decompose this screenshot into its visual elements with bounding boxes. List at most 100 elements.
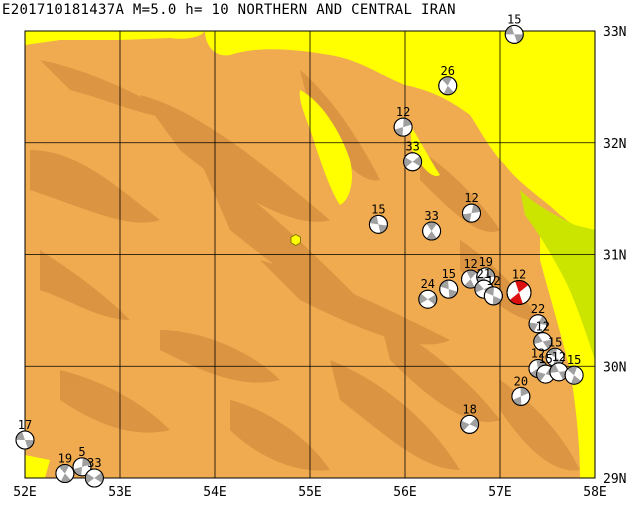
beachball-quadrant xyxy=(474,282,484,293)
event-beachball: 15 xyxy=(504,12,524,44)
event-beachball: 12 xyxy=(549,350,569,382)
beachball-quadrant xyxy=(403,157,413,168)
event-depth-label: 26 xyxy=(441,64,455,78)
event-beachball: 12 xyxy=(462,191,481,223)
event-beachball: 22 xyxy=(528,302,548,334)
beachball-quadrant xyxy=(394,127,404,137)
lat-tick-label: 31N xyxy=(603,249,626,264)
event-depth-label: 15 xyxy=(507,12,521,26)
lat-tick-label: 32N xyxy=(603,137,626,152)
beachball-quadrant xyxy=(441,76,452,86)
beachball-quadrant xyxy=(505,25,515,35)
beachball-quadrant xyxy=(464,279,475,289)
beachball-outline xyxy=(418,289,438,309)
lon-tick-label: 54E xyxy=(203,485,226,500)
beachball-quadrant xyxy=(492,295,502,305)
event-depth-label: 19 xyxy=(479,255,493,269)
beachball-quadrant xyxy=(536,371,546,382)
event-beachball: 33 xyxy=(403,140,423,172)
beachball-quadrant xyxy=(443,85,454,95)
beachball-quadrant xyxy=(462,213,472,222)
event-depth-label: 12 xyxy=(536,320,550,334)
beachball-quadrant xyxy=(369,215,379,225)
event-depth-label: 22 xyxy=(531,302,545,316)
event-beachball: 20 xyxy=(511,374,531,406)
event-depth-label: 12 xyxy=(486,274,500,288)
beachball-quadrant xyxy=(571,375,581,385)
beachball-outline xyxy=(422,221,442,241)
beachball-quadrant xyxy=(94,472,104,483)
event-depth-label: 12 xyxy=(512,267,526,281)
event-beachball: 5 xyxy=(72,445,92,477)
beachball-outline xyxy=(528,314,548,334)
beachball-quadrant xyxy=(533,334,543,344)
event-depth-label: 12 xyxy=(396,105,410,119)
beachball-quadrant xyxy=(427,294,437,305)
beachball-outline xyxy=(462,203,481,223)
lon-tick-label: 55E xyxy=(298,485,321,500)
lon-tick-label: 57E xyxy=(488,485,511,500)
beachball-quadrant xyxy=(378,224,388,234)
lat-tick-label: 30N xyxy=(603,360,626,375)
event-depth-label: 19 xyxy=(58,452,72,466)
beachball-quadrant xyxy=(25,440,34,449)
beachball-quadrant xyxy=(440,280,449,290)
beachball-quadrant xyxy=(509,292,523,305)
beachball-quadrant xyxy=(60,473,71,483)
beachball-quadrant xyxy=(515,280,529,293)
beachball-outline xyxy=(84,468,104,488)
main-event-beachball: 12 xyxy=(506,267,532,305)
event-beachball: 12 xyxy=(461,257,481,289)
event-beachball: 12 xyxy=(533,320,553,352)
beachball-outline xyxy=(368,214,388,234)
beachball-quadrant xyxy=(460,420,470,431)
event-depth-label: 24 xyxy=(421,277,435,291)
event-depth-label: 20 xyxy=(514,374,528,388)
event-depth-label: 12 xyxy=(463,257,477,271)
beachball-outline xyxy=(439,279,459,299)
event-beachball: 33 xyxy=(84,456,104,488)
map-frame xyxy=(24,30,596,479)
beachball-quadrant xyxy=(418,293,428,304)
lon-tick-label: 56E xyxy=(393,485,416,500)
beachball-quadrant xyxy=(466,270,477,280)
lon-tick-label: 52E xyxy=(13,485,36,500)
beachball-quadrant xyxy=(73,466,82,476)
event-depth-label: 15 xyxy=(371,202,385,216)
event-depth-label: 15 xyxy=(567,353,581,367)
event-beachball: 26 xyxy=(438,64,458,96)
beachball-quadrant xyxy=(412,156,422,167)
beachball-quadrant xyxy=(512,396,522,406)
lat-tick-label: 33N xyxy=(603,25,626,40)
epicenter-marker xyxy=(290,233,301,247)
beachball-outline xyxy=(533,332,553,352)
event-beachball: 18 xyxy=(460,402,480,434)
event-depth-label: 15 xyxy=(548,335,562,349)
beachball-outline xyxy=(403,152,423,172)
event-depth-label: 18 xyxy=(462,402,476,416)
beachball-outline xyxy=(460,414,480,434)
event-beachball: 12 xyxy=(483,274,503,306)
beachball-outline xyxy=(15,430,35,450)
beachball-quadrant xyxy=(448,289,458,299)
event-depth-label: 12 xyxy=(464,191,478,205)
event-beachball: 15 xyxy=(564,353,584,385)
event-beachball: 24 xyxy=(418,277,438,309)
beachball-outline xyxy=(55,464,75,484)
event-beachball: 33 xyxy=(422,209,442,241)
beachball-quadrant xyxy=(567,366,578,376)
beachball-quadrant xyxy=(514,34,524,43)
beachball-outline xyxy=(72,457,92,477)
beachball-quadrant xyxy=(485,286,494,296)
event-depth-label: 12 xyxy=(552,350,566,364)
event-beachball: 19 xyxy=(55,452,75,484)
beachball-outline xyxy=(564,365,584,385)
beachball-outline xyxy=(438,76,458,96)
event-beachball: 15 xyxy=(368,202,388,234)
beachball-outline xyxy=(506,279,532,305)
event-beachball: 15 xyxy=(439,267,459,299)
beachball-quadrant xyxy=(426,231,437,241)
event-depth-label: 33 xyxy=(424,209,438,223)
